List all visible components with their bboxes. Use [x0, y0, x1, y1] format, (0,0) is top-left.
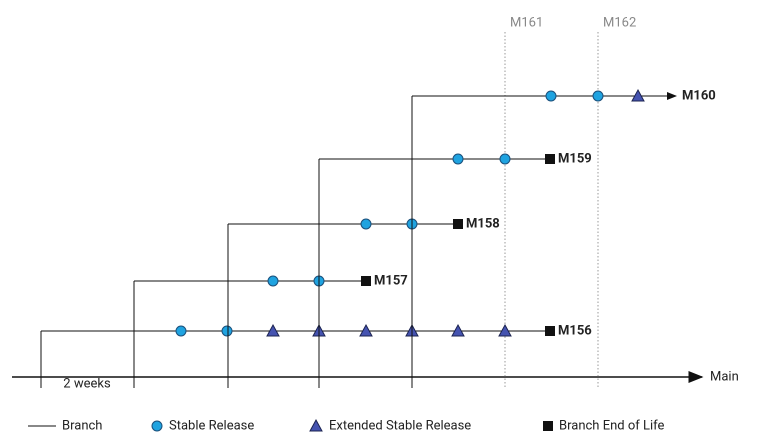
- stable-release: [360, 218, 372, 230]
- legend-triangle: [309, 418, 323, 432]
- interval-label: 2 weeks: [63, 376, 111, 391]
- milestone-label: M162: [603, 15, 636, 30]
- legend-label: Stable Release: [169, 418, 254, 433]
- stable-release: [545, 90, 557, 102]
- stable-release: [592, 90, 604, 102]
- stable-release: [175, 325, 187, 337]
- main-label: Main: [710, 369, 739, 384]
- milestone-label: M161: [510, 15, 543, 30]
- legend-label: Branch End of Life: [559, 418, 665, 433]
- extended-release: [266, 323, 280, 337]
- branch-label: M157: [374, 273, 408, 288]
- branch-label: M159: [558, 151, 592, 166]
- legend-square: [543, 421, 553, 431]
- extended-release: [498, 323, 512, 337]
- legend-label: Branch: [62, 418, 102, 433]
- stable-release: [267, 275, 279, 287]
- branches: M156 M157 M158 M159 M160: [40, 88, 716, 388]
- end-of-life: [545, 326, 555, 336]
- extended-release: [631, 88, 645, 102]
- legend: Branch Stable Release Extended Stable Re…: [28, 418, 665, 433]
- end-of-life: [453, 219, 463, 229]
- branch-label: M160: [682, 88, 716, 103]
- stable-release: [452, 153, 464, 165]
- stable-release: [221, 325, 233, 337]
- branch-label: M158: [466, 216, 500, 231]
- end-of-life: [545, 154, 555, 164]
- branch-label: M156: [558, 323, 592, 338]
- extended-release: [359, 323, 373, 337]
- legend-label: Extended Stable Release: [329, 418, 471, 433]
- stable-release: [499, 153, 511, 165]
- end-of-life: [361, 276, 371, 286]
- legend-circle: [151, 420, 163, 432]
- extended-release: [451, 323, 465, 337]
